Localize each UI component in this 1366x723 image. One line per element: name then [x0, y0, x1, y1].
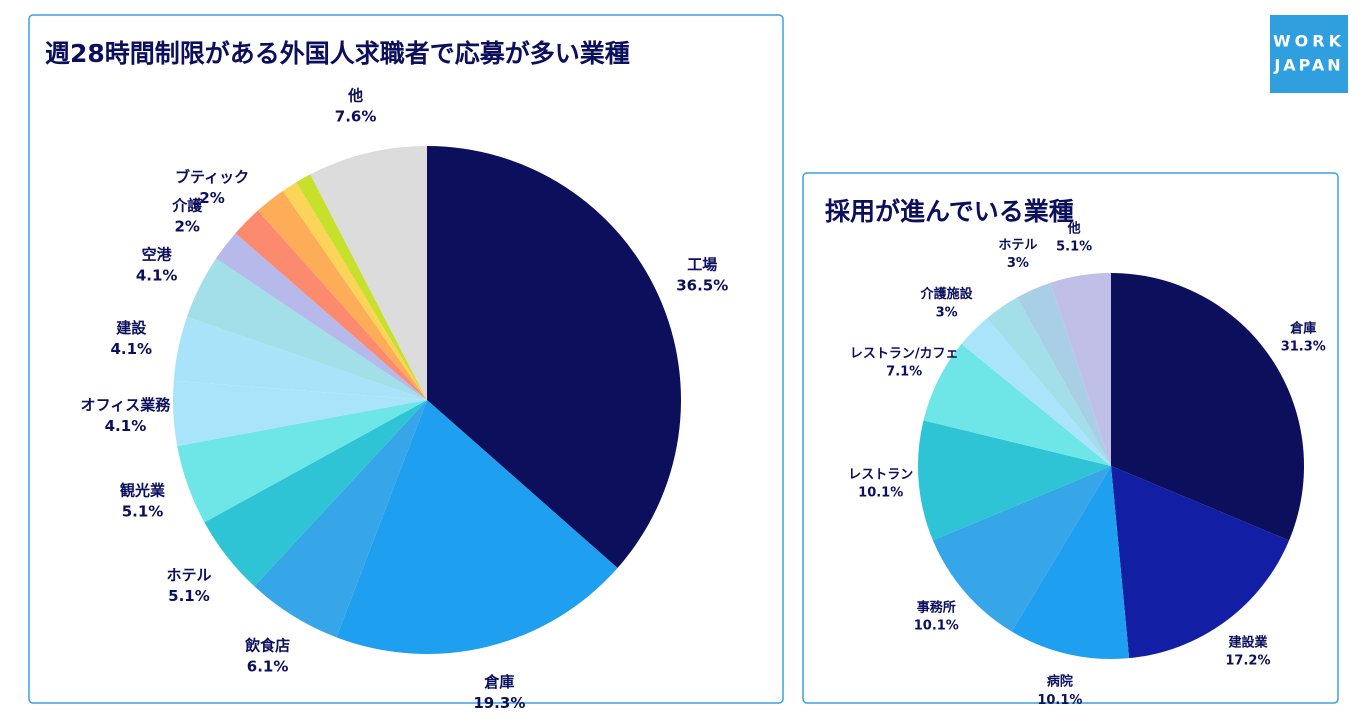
logo-text: WORK — [1273, 32, 1345, 51]
slice-label: 工場 — [687, 256, 717, 274]
value-label: 3% — [936, 305, 958, 320]
slice-label: ホテル — [998, 238, 1037, 253]
pie-slice — [917, 420, 1111, 541]
pie-slice — [296, 174, 427, 400]
slice-label: ブティック — [175, 168, 249, 186]
pie-slice — [923, 343, 1111, 466]
pie-slice — [1011, 466, 1130, 659]
slice-label: 他 — [347, 87, 363, 105]
pie-slice — [1050, 273, 1111, 466]
value-label: 4.1% — [105, 417, 147, 435]
slice-label: レストラン/カフェ — [850, 346, 959, 361]
pie-slice — [1016, 282, 1111, 466]
value-label: 3% — [1007, 256, 1029, 271]
slice-label: 建設業 — [1228, 634, 1268, 650]
value-label: 5.1% — [1056, 240, 1092, 255]
slice-label: 他 — [1067, 220, 1081, 236]
logo-text: JAPAN — [1273, 56, 1343, 75]
value-label: 2% — [174, 217, 199, 235]
pie-slice — [961, 318, 1111, 466]
value-label: 31.3% — [1281, 340, 1326, 355]
value-label: 2% — [199, 189, 224, 207]
slice-label: 倉庫 — [1289, 320, 1316, 336]
value-label: 5.1% — [168, 587, 210, 605]
value-label: 6.1% — [247, 658, 289, 676]
pie-slice — [336, 400, 618, 654]
value-label: 5.1% — [122, 502, 164, 520]
pie-slice — [216, 233, 427, 400]
chart-title: 週28時間制限がある外国人求職者で応募が多い業種 — [45, 39, 630, 68]
value-label: 10.1% — [914, 619, 959, 634]
pie-slice — [1111, 273, 1304, 541]
pie-slice — [310, 146, 427, 400]
slice-label: 介護 — [171, 196, 203, 214]
slice-label: 事務所 — [917, 600, 956, 616]
pie-slice — [235, 210, 427, 400]
value-label: 4.1% — [136, 266, 178, 284]
value-label: 10.1% — [858, 486, 903, 501]
pie-slice — [204, 400, 427, 587]
pie-slice — [254, 400, 427, 638]
pie-slice — [932, 466, 1111, 632]
value-label: 17.2% — [1225, 654, 1270, 669]
slice-label: 倉庫 — [483, 673, 514, 691]
slice-label: 観光業 — [120, 481, 166, 499]
value-label: 7.1% — [886, 365, 922, 380]
slice-label: オフィス業務 — [81, 396, 172, 414]
slice-label: ホテル — [166, 566, 211, 584]
slice-label: 介護施設 — [920, 286, 974, 302]
slice-label: 建設 — [116, 319, 147, 337]
value-label: 4.1% — [110, 340, 152, 358]
value-label: 10.1% — [1037, 693, 1082, 708]
pie-slice — [186, 258, 427, 400]
slice-label: 飲食店 — [244, 637, 290, 655]
pie-slice — [987, 297, 1111, 466]
logo — [1270, 15, 1348, 93]
pie-slice — [172, 380, 427, 447]
pie-slice — [282, 182, 427, 400]
pie-slice — [1111, 466, 1290, 659]
pie-slice — [427, 146, 681, 568]
value-label: 19.3% — [473, 694, 525, 712]
slice-label: レストラン — [848, 468, 913, 483]
chart-title: 採用が進んでいる業種 — [825, 197, 1074, 226]
value-label: 7.6% — [335, 108, 377, 126]
value-label: 36.5% — [676, 277, 728, 295]
pie-slice — [173, 316, 427, 400]
slice-label: 病院 — [1047, 674, 1073, 690]
pie-slice — [177, 400, 427, 523]
slice-label: 空港 — [142, 245, 173, 263]
pie-slice — [257, 190, 427, 400]
